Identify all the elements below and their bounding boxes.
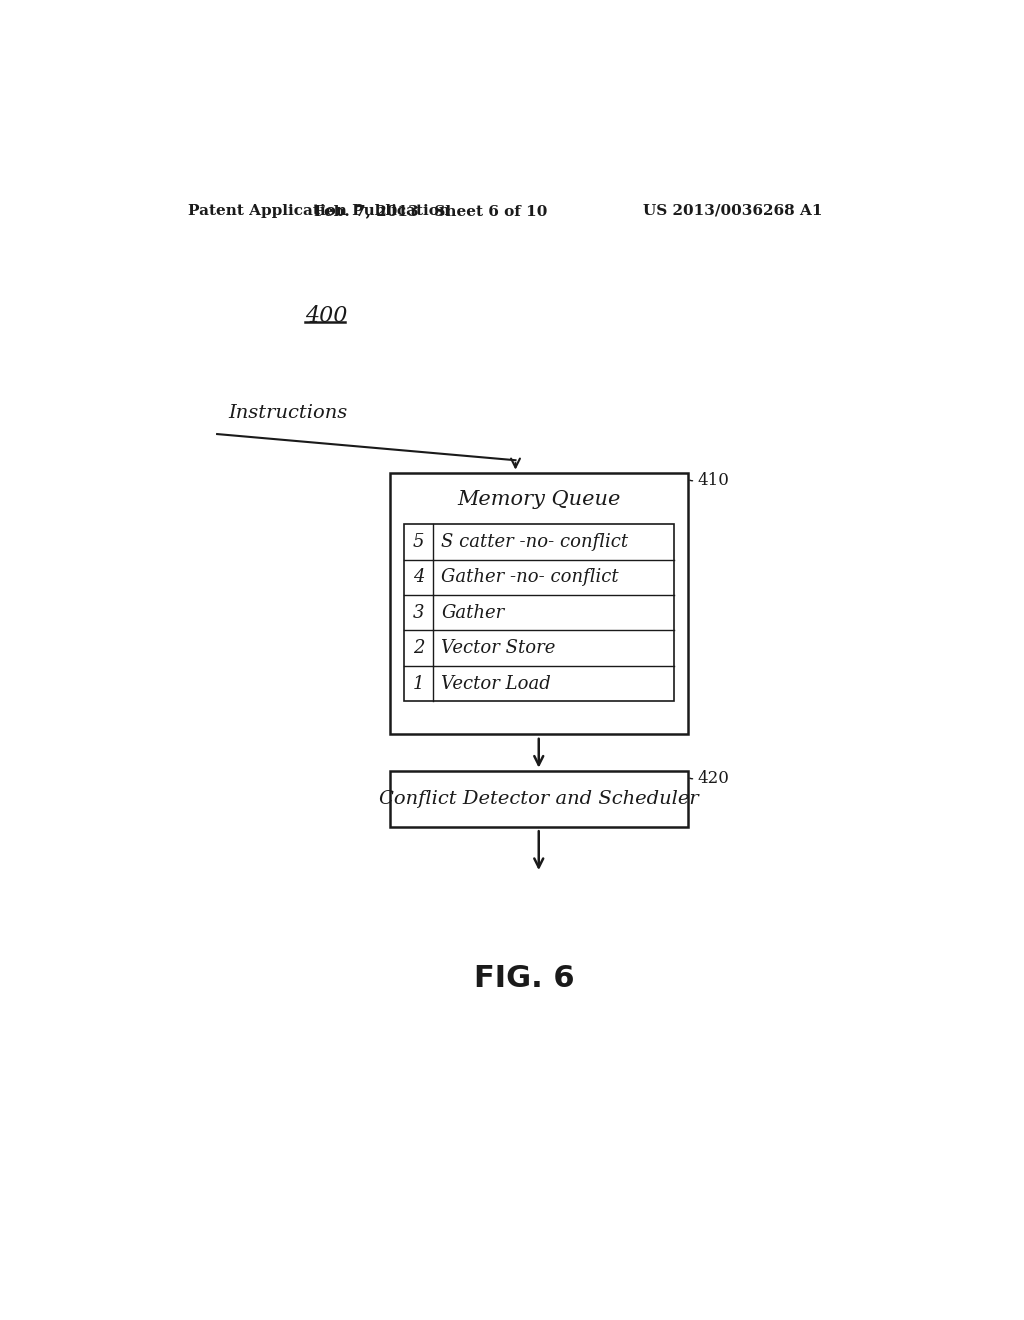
Text: Vector Load: Vector Load (441, 675, 551, 693)
Text: S catter -no- conflict: S catter -no- conflict (441, 533, 629, 550)
Text: Instructions: Instructions (228, 404, 348, 421)
Text: 410: 410 (697, 471, 729, 488)
Text: Patent Application Publication: Patent Application Publication (188, 203, 451, 218)
Text: 420: 420 (697, 770, 729, 787)
Text: 2: 2 (413, 639, 424, 657)
Text: 1: 1 (413, 675, 424, 693)
Bar (403, 524, 674, 701)
Text: Gather -no- conflict: Gather -no- conflict (441, 569, 618, 586)
Text: Vector Store: Vector Store (441, 639, 555, 657)
Text: Conflict Detector and Scheduler: Conflict Detector and Scheduler (379, 789, 698, 808)
Bar (390, 771, 687, 826)
Text: US 2013/0036268 A1: US 2013/0036268 A1 (643, 203, 822, 218)
Bar (390, 473, 687, 734)
Text: 4: 4 (413, 569, 424, 586)
Text: Feb. 7, 2013   Sheet 6 of 10: Feb. 7, 2013 Sheet 6 of 10 (313, 203, 547, 218)
Text: FIG. 6: FIG. 6 (474, 964, 575, 993)
Text: 5: 5 (413, 533, 424, 550)
Text: 3: 3 (413, 603, 424, 622)
Text: Memory Queue: Memory Queue (457, 490, 621, 510)
Text: Gather: Gather (441, 603, 505, 622)
Text: 400: 400 (305, 305, 347, 327)
